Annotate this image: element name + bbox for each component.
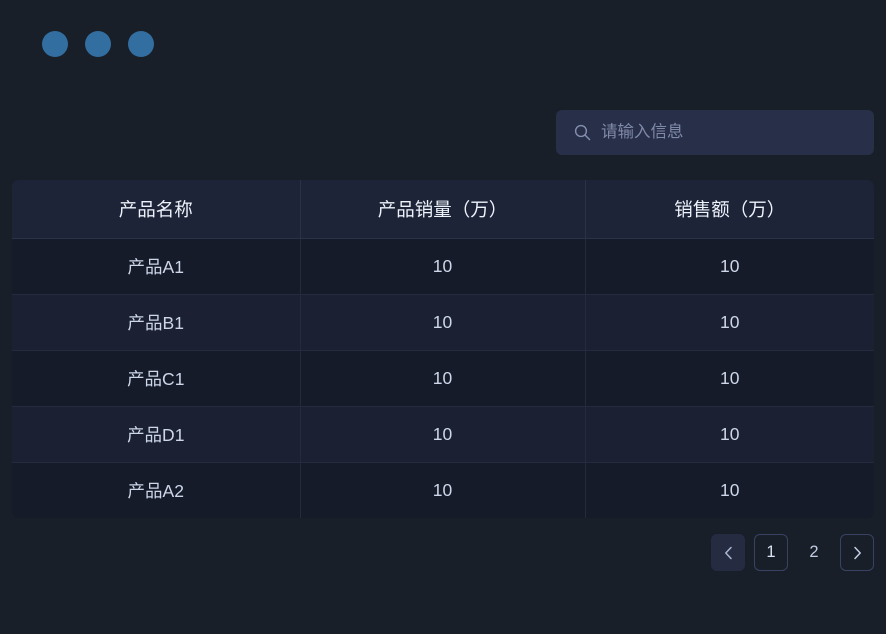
cell-product-name: 产品A2 bbox=[12, 462, 301, 518]
cell-sales-volume: 10 bbox=[300, 462, 586, 518]
table-row[interactable]: 产品A1 10 10 bbox=[12, 238, 874, 295]
chevron-right-icon bbox=[853, 546, 862, 560]
cell-product-name: 产品A1 bbox=[12, 238, 301, 295]
table-head: 产品名称 产品销量（万） 销售额（万） bbox=[12, 180, 874, 239]
pagination-page-2[interactable]: 2 bbox=[797, 534, 831, 571]
column-header-product-name: 产品名称 bbox=[12, 180, 301, 239]
dot-3 bbox=[128, 31, 154, 57]
pagination-next-button[interactable] bbox=[840, 534, 874, 571]
cell-sales-amount: 10 bbox=[585, 294, 874, 351]
search-box[interactable] bbox=[556, 110, 874, 155]
table-row[interactable]: 产品D1 10 10 bbox=[12, 406, 874, 463]
cell-sales-amount: 10 bbox=[585, 406, 874, 463]
table-header-row: 产品名称 产品销量（万） 销售额（万） bbox=[12, 180, 874, 239]
cell-sales-amount: 10 bbox=[585, 350, 874, 407]
pagination: 1 2 bbox=[711, 534, 874, 571]
cell-sales-volume: 10 bbox=[300, 238, 586, 295]
dot-1 bbox=[42, 31, 68, 57]
column-header-sales-amount: 销售额（万） bbox=[585, 180, 874, 239]
cell-sales-amount: 10 bbox=[585, 238, 874, 295]
cell-sales-volume: 10 bbox=[300, 294, 586, 351]
dot-2 bbox=[85, 31, 111, 57]
table-row[interactable]: 产品B1 10 10 bbox=[12, 294, 874, 351]
cell-sales-volume: 10 bbox=[300, 350, 586, 407]
pagination-prev-button[interactable] bbox=[711, 534, 745, 571]
table: 产品名称 产品销量（万） 销售额（万） 产品A1 10 10 产品B1 10 1… bbox=[12, 180, 874, 518]
cell-product-name: 产品C1 bbox=[12, 350, 301, 407]
table-body: 产品A1 10 10 产品B1 10 10 产品C1 10 10 产品D1 10… bbox=[12, 238, 874, 518]
cell-product-name: 产品B1 bbox=[12, 294, 301, 351]
table-row[interactable]: 产品C1 10 10 bbox=[12, 350, 874, 407]
table-row[interactable]: 产品A2 10 10 bbox=[12, 462, 874, 518]
cell-sales-volume: 10 bbox=[300, 406, 586, 463]
search-input[interactable] bbox=[601, 110, 874, 155]
cell-sales-amount: 10 bbox=[585, 462, 874, 518]
pagination-page-1[interactable]: 1 bbox=[754, 534, 788, 571]
dots-group bbox=[42, 31, 154, 57]
search-icon bbox=[574, 124, 591, 141]
chevron-left-icon bbox=[724, 546, 733, 560]
column-header-sales-volume: 产品销量（万） bbox=[300, 180, 586, 239]
cell-product-name: 产品D1 bbox=[12, 406, 301, 463]
products-table: 产品名称 产品销量（万） 销售额（万） 产品A1 10 10 产品B1 10 1… bbox=[12, 180, 874, 518]
